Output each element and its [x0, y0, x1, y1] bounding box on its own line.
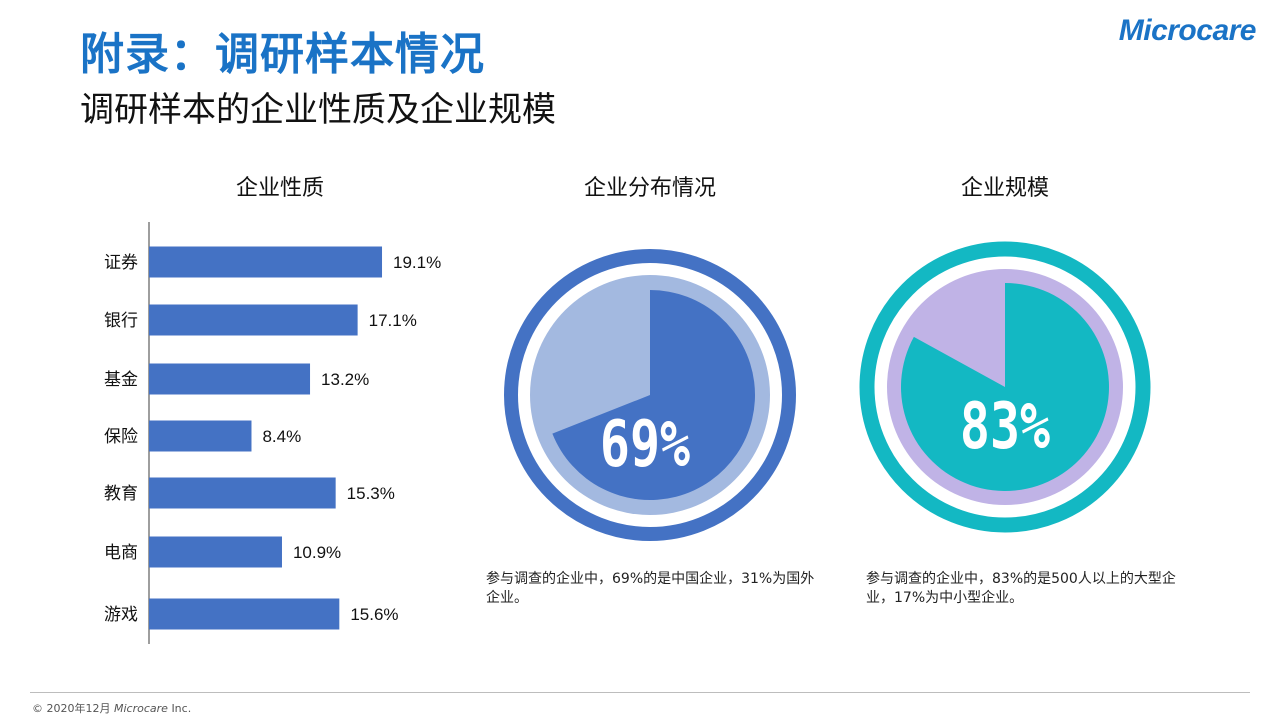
footer-divider: [30, 692, 1250, 693]
bar-value-label: 8.4%: [262, 427, 301, 446]
bar-value-label: 13.2%: [321, 370, 369, 389]
pie-slice-major: [552, 290, 755, 500]
pie-scale-title: 企业规模: [960, 176, 1049, 201]
microcare-logo: Microcare: [1118, 14, 1257, 47]
footer-suffix: Inc.: [171, 702, 192, 715]
pie-scale-caption: 参与调查的企业中，83%的是500人以上的大型企业，17%为中小型企业。: [866, 571, 1176, 606]
bar-2: [149, 363, 311, 395]
bar-value-label: 10.9%: [293, 543, 341, 562]
bar-category-label: 教育: [104, 484, 138, 504]
bar-category-label: 保险: [104, 427, 138, 447]
bar-6: [149, 598, 340, 630]
footer-copyright: © 2020年12月 Microcare Inc.: [32, 700, 191, 716]
bar-0: [149, 246, 383, 278]
pie-distribution-title: 企业分布情况: [583, 176, 716, 201]
footer-brand: Microcare: [114, 702, 168, 715]
bar-category-label: 电商: [104, 543, 138, 563]
bar-3: [149, 420, 252, 452]
bar-1: [149, 304, 358, 336]
page-title: 附录：调研样本情况: [80, 29, 485, 80]
bar-value-label: 15.6%: [350, 605, 398, 624]
bar-category-label: 基金: [104, 370, 138, 390]
bar-value-label: 15.3%: [347, 484, 395, 503]
bar-value-label: 19.1%: [393, 253, 441, 272]
bar-category-label: 银行: [104, 311, 138, 331]
bar-category-label: 证券: [104, 253, 138, 273]
footer-prefix: © 2020年12月: [32, 702, 111, 715]
pie-distribution-value: 69%: [599, 408, 691, 482]
pie-distribution-caption: 参与调查的企业中，69%的是中国企业，31%为国外企业。: [486, 571, 815, 606]
page-subtitle: 调研样本的企业性质及企业规模: [80, 90, 556, 130]
bar-category-label: 游戏: [104, 605, 138, 625]
bar-value-label: 17.1%: [369, 311, 417, 330]
bar-4: [149, 477, 336, 509]
pie-slice-major: [901, 283, 1109, 491]
pie-outer-ring: [859, 241, 1151, 533]
pie-outer-ring: [504, 249, 796, 541]
enterprise-distribution-pie: [504, 249, 796, 541]
enterprise-nature-bar-chart: 证券 19.1% 银行 17.1% 基金 13.2% 保险 8.4% 教育 15.3% 电商 10.9…: [104, 222, 441, 644]
bar-chart-title: 企业性质: [235, 176, 324, 201]
enterprise-scale-pie: [859, 241, 1151, 533]
pie-scale-value: 83%: [959, 390, 1051, 464]
bar-5: [149, 536, 282, 568]
